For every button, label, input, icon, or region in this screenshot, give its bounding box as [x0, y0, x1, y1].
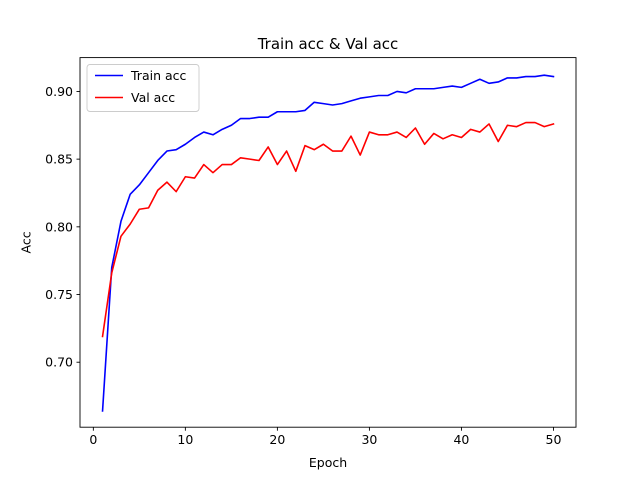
y-tick-label: 0.70: [45, 355, 73, 370]
y-tick-label: 0.85: [45, 152, 73, 167]
y-axis-ticks: 0.70 0.75 0.80 0.85 0.90: [45, 84, 80, 370]
y-tick-label: 0.75: [45, 287, 73, 302]
chart-title: Train acc & Val acc: [257, 35, 399, 53]
series-line-train-acc: [101, 74, 555, 412]
x-tick-label: 10: [177, 432, 193, 447]
x-axis-label: Epoch: [309, 455, 347, 470]
legend-label-val-acc: Val acc: [131, 90, 175, 105]
x-tick-label: 0: [89, 432, 97, 447]
y-axis-label: Acc: [19, 231, 34, 253]
x-tick-label: 20: [269, 432, 285, 447]
y-tick-label: 0.80: [45, 219, 73, 234]
x-tick-label: 40: [453, 432, 469, 447]
y-tick-label: 0.90: [45, 84, 73, 99]
x-tick-label: 30: [361, 432, 377, 447]
series-line-val-acc: [101, 121, 555, 338]
plot-area: [101, 74, 555, 412]
legend: Train acc Val acc: [86, 64, 200, 112]
x-axis-ticks: 0 10 20 30 40 50: [89, 427, 561, 447]
x-tick-label: 50: [546, 432, 562, 447]
axes-frame: [79, 57, 577, 428]
legend-label-train-acc: Train acc: [130, 68, 186, 83]
